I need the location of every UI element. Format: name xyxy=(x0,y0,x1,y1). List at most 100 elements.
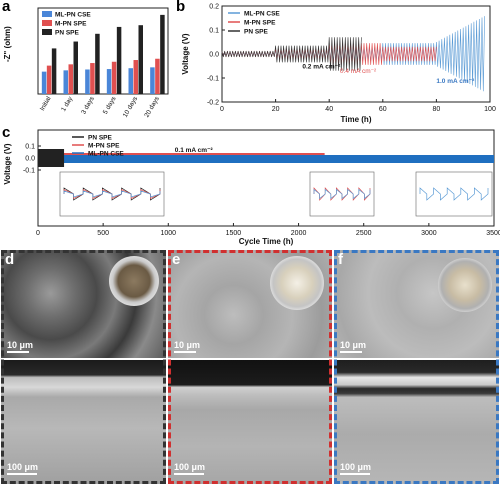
sem-frame-e xyxy=(168,250,332,484)
bar-pn-spe-5 xyxy=(160,14,165,95)
bar-pn-spe-0 xyxy=(51,48,57,94)
scale-bar-e-bottom: 100 μm xyxy=(174,462,205,475)
x-tick-label-c-1: 500 xyxy=(97,230,109,237)
y-tick-label-c-1: 0.0 xyxy=(25,156,35,163)
x-tick-label-a-5: 20 days xyxy=(143,95,161,119)
scale-bar-d-top: 10 μm xyxy=(7,340,33,353)
x-tick-label-c-0: 0 xyxy=(36,230,40,237)
legend-label-b-1: M-PN SPE xyxy=(244,20,276,27)
bar-m-pn-spe-3 xyxy=(111,61,117,94)
inset-c-0-trace-2 xyxy=(63,190,161,198)
series-band-c-pn-spe xyxy=(38,149,65,167)
annotation-b-1: 0.4 mA cm⁻² xyxy=(340,68,377,75)
impedance-bar-chart: -Z" (ohm) Initial 1 day 3 days 5 days 10 days… xyxy=(3,7,169,119)
x-tick-label-b-4: 80 xyxy=(433,106,441,113)
bar-pn-spe-4 xyxy=(138,25,143,95)
legend-swatch-a-0 xyxy=(42,11,52,17)
x-axis-label-b: Time (h) xyxy=(341,115,372,124)
panel-letter-b: b xyxy=(176,0,186,15)
sem-panel-e: 10 μm 100 μm e xyxy=(168,250,332,484)
panel-letter-a: a xyxy=(2,0,11,15)
bar-m-pn-spe-5 xyxy=(155,58,160,94)
bar-m-pn-spe-1 xyxy=(68,64,73,94)
inset-c-0-frame xyxy=(59,171,165,217)
legend-label-c-2: ML-PN CSE xyxy=(88,151,124,158)
legend-label-b-0: ML-PN CSE xyxy=(244,11,280,18)
x-tick-label-c-5: 2500 xyxy=(356,230,372,237)
inset-c-1-trace-1 xyxy=(313,188,371,200)
sem-panel-d: 10 μm 100 μm d xyxy=(1,250,166,484)
x-tick-label-c-6: 3000 xyxy=(421,230,437,237)
plot-frame-a xyxy=(37,7,169,95)
legend-label-c-1: M-PN SPE xyxy=(88,143,120,150)
y-tick-label-b-3: 0.1 xyxy=(209,28,219,35)
y-tick-label-b-0: -0.2 xyxy=(207,100,219,107)
x-tick-label-c-7: 3500 xyxy=(486,230,500,237)
y-axis-label-c: Voltage (V) xyxy=(3,143,12,185)
x-tick-label-c-2: 1000 xyxy=(160,230,176,237)
panel-letter-c: c xyxy=(2,124,11,141)
y-tick-label-b-2: 0.0 xyxy=(209,52,219,59)
inset-c-2-frame xyxy=(415,171,493,217)
x-tick-label-a-0: Initial xyxy=(39,95,53,112)
x-tick-label-b-0: 0 xyxy=(220,106,224,113)
legend-swatch-a-2 xyxy=(42,29,52,35)
x-tick-label-a-1: 1 day xyxy=(60,95,74,113)
x-tick-label-c-4: 2000 xyxy=(291,230,307,237)
panel-letter-e: e xyxy=(172,251,181,268)
x-tick-label-b-1: 20 xyxy=(272,106,280,113)
bar-m-pn-spe-0 xyxy=(46,65,52,94)
scale-bar-d-bottom: 100 μm xyxy=(7,462,38,475)
bar-ml-pn-cse-2 xyxy=(85,69,90,94)
series-line-b-pn-spe xyxy=(221,37,362,71)
y-tick-label-c-2: 0.1 xyxy=(25,144,35,151)
cell-photo-e xyxy=(270,256,324,310)
bar-ml-pn-cse-3 xyxy=(106,69,112,94)
panel-letter-f: f xyxy=(338,251,343,268)
y-tick-label-c-0: -0.1 xyxy=(23,168,35,175)
x-tick-label-b-2: 40 xyxy=(325,106,333,113)
x-tick-label-c-3: 1500 xyxy=(226,230,242,237)
panel-letter-d: d xyxy=(5,251,15,268)
legend-label-b-2: PN SPE xyxy=(244,29,269,36)
bar-ml-pn-cse-0 xyxy=(41,71,47,94)
y-axis-label-b: Voltage (V) xyxy=(181,33,190,75)
annotation-b-0: 0.2 mA cm⁻² xyxy=(302,63,341,70)
annotation-c-0: 0.1 mA cm⁻² xyxy=(175,147,214,154)
y-axis-label-a: -Z" (ohm) xyxy=(3,26,12,62)
y-tick-label-b-1: -0.1 xyxy=(207,76,219,83)
x-tick-label-b-3: 60 xyxy=(379,106,387,113)
legend-label-a-2: PN SPE xyxy=(55,30,80,37)
sem-panel-f: 10 μm 100 μm f xyxy=(334,250,499,484)
sem-frame-d xyxy=(1,250,166,484)
legend-label-c-0: PN SPE xyxy=(88,135,113,142)
sem-section-f xyxy=(334,360,499,484)
x-tick-label-b-5: 100 xyxy=(484,106,496,113)
cell-photo-f xyxy=(438,258,492,312)
rate-voltage-chart: Voltage (V) Time (h) 0 20 40 60 80 100 -0.2 -0.1 0… xyxy=(181,4,496,125)
bar-pn-spe-1 xyxy=(73,41,78,94)
cell-photo-d xyxy=(109,256,159,306)
scale-bar-f-bottom: 100 μm xyxy=(340,462,371,475)
x-tick-label-a-2: 3 days xyxy=(80,95,96,116)
bar-pn-spe-3 xyxy=(116,26,122,95)
legend-label-a-1: M-PN SPE xyxy=(55,21,87,28)
x-axis-label-c: Cycle Time (h) xyxy=(239,237,294,246)
bar-m-pn-spe-2 xyxy=(90,63,95,94)
bar-pn-spe-2 xyxy=(95,33,100,94)
series-band-c-ml-pn-cse xyxy=(38,155,494,163)
scale-bar-f-top: 10 μm xyxy=(340,340,366,353)
x-tick-label-a-4: 10 days xyxy=(122,95,140,119)
bar-ml-pn-cse-4 xyxy=(128,68,133,94)
scale-bar-e-top: 10 μm xyxy=(174,340,200,353)
x-tick-label-a-3: 5 days xyxy=(102,95,118,116)
legend-swatch-a-1 xyxy=(42,20,52,26)
legend-label-a-0: ML-PN CSE xyxy=(55,12,91,19)
sem-frame-f xyxy=(334,250,499,484)
y-tick-label-b-4: 0.2 xyxy=(209,4,219,11)
long-cycling-chart: Voltage (V) Cycle Time (h) 0 500 1000 1500 200… xyxy=(3,129,500,246)
sem-section-d xyxy=(1,360,166,484)
bar-ml-pn-cse-1 xyxy=(63,70,68,94)
sem-section-e xyxy=(168,360,332,484)
annotation-b-2: 1.0 mA cm⁻² xyxy=(436,78,475,85)
